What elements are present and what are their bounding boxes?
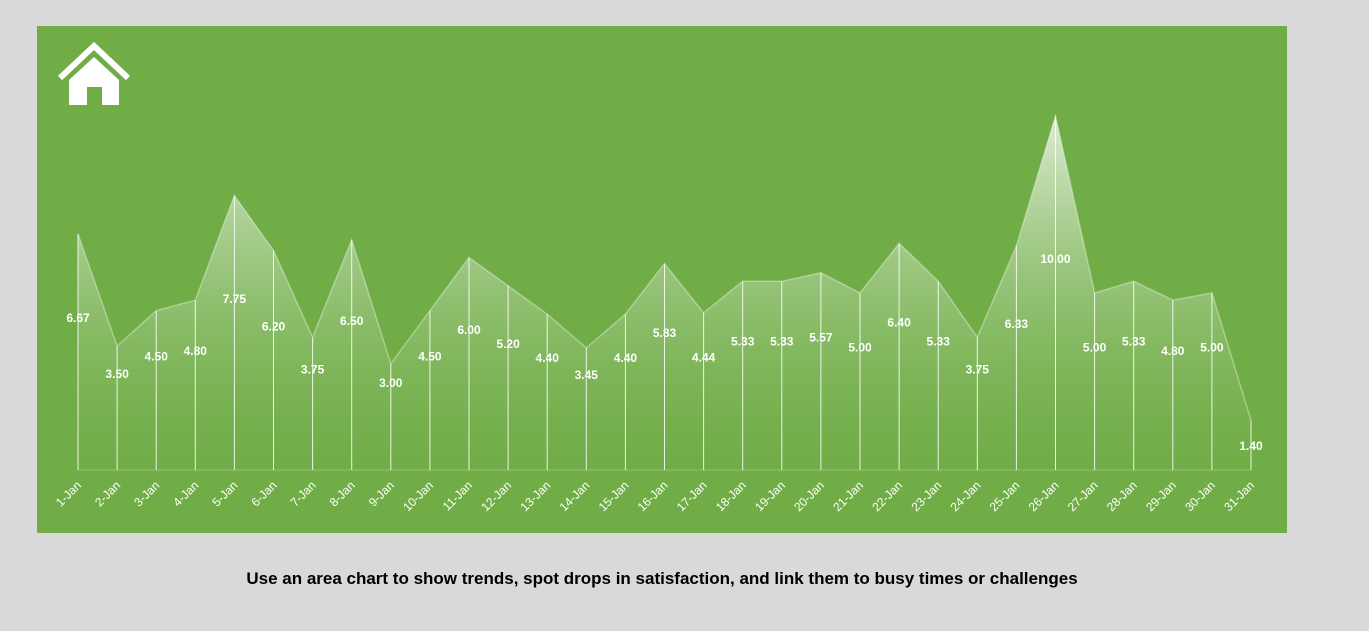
x-tick-label: 23-Jan (908, 478, 944, 514)
x-tick-label: 9-Jan (366, 478, 397, 509)
data-label: 3.75 (301, 363, 325, 377)
x-tick-label: 8-Jan (327, 478, 358, 509)
x-tick-label: 13-Jan (517, 478, 553, 514)
x-tick-label: 27-Jan (1065, 478, 1101, 514)
data-label: 4.50 (145, 349, 169, 363)
data-label: 5.33 (927, 335, 951, 349)
x-tick-label: 29-Jan (1143, 478, 1179, 514)
data-label: 5.83 (653, 326, 677, 340)
x-tick-label: 10-Jan (400, 478, 436, 514)
data-label: 5.00 (1200, 341, 1224, 355)
data-label: 6.67 (66, 311, 90, 325)
x-tick-label: 17-Jan (674, 478, 710, 514)
x-tick-label: 18-Jan (713, 478, 749, 514)
x-tick-label: 15-Jan (596, 478, 632, 514)
data-label: 6.33 (1005, 317, 1029, 331)
data-label: 3.45 (575, 368, 599, 382)
data-label: 5.57 (809, 330, 833, 344)
data-label: 5.33 (770, 335, 794, 349)
data-label: 5.00 (848, 341, 872, 355)
data-label: 6.00 (457, 323, 481, 337)
data-label: 6.50 (340, 314, 364, 328)
chart-panel: 6.67 3.50 4.50 4.80 7.75 6.20 3.75 6.50 3.00 4.50… (37, 26, 1287, 588)
data-label: 3.75 (966, 363, 990, 377)
data-label: 4.80 (184, 344, 208, 358)
home-button[interactable] (57, 41, 131, 108)
x-tick-label: 24-Jan (948, 478, 984, 514)
x-tick-label: 3-Jan (131, 478, 162, 509)
data-label: 6.20 (262, 319, 286, 333)
x-tick-label: 2-Jan (92, 478, 123, 509)
x-tick-label: 1-Jan (53, 478, 84, 509)
x-tick-label: 28-Jan (1104, 478, 1140, 514)
data-label: 3.50 (105, 367, 129, 381)
x-tick-label: 4-Jan (170, 478, 201, 509)
data-label: 4.40 (536, 351, 560, 365)
x-tick-label: 26-Jan (1026, 478, 1062, 514)
data-label: 3.00 (379, 376, 403, 390)
x-tick-label: 16-Jan (635, 478, 671, 514)
data-label: 5.00 (1083, 341, 1107, 355)
data-label: 1.40 (1239, 439, 1263, 453)
data-label: 4.80 (1161, 344, 1185, 358)
x-tick-label: 22-Jan (869, 478, 905, 514)
x-tick-label: 7-Jan (288, 478, 319, 509)
data-label: 5.33 (731, 335, 755, 349)
x-tick-label: 12-Jan (478, 478, 514, 514)
x-tick-label: 19-Jan (752, 478, 788, 514)
area-chart: 6.67 3.50 4.50 4.80 7.75 6.20 3.75 6.50 3.00 4.50… (53, 113, 1263, 514)
data-label: 4.40 (614, 351, 638, 365)
x-tick-label: 25-Jan (987, 478, 1023, 514)
x-tick-label: 11-Jan (440, 478, 475, 513)
home-icon (57, 41, 131, 105)
data-label: 4.44 (692, 350, 716, 364)
x-tick-label: 30-Jan (1182, 478, 1218, 514)
data-label: 4.50 (418, 349, 442, 363)
x-tick-label: 6-Jan (248, 478, 279, 509)
x-tick-label: 20-Jan (791, 478, 827, 514)
data-label: 7.75 (223, 292, 247, 306)
x-tick-label: 21-Jan (830, 478, 866, 514)
x-tick-label: 14-Jan (557, 478, 593, 514)
chart-caption: Use an area chart to show trends, spot d… (246, 569, 1078, 588)
x-tick-label: 5-Jan (209, 478, 240, 509)
data-label: 10.00 (1040, 252, 1070, 266)
data-label: 5.20 (496, 337, 520, 351)
data-label: 5.33 (1122, 335, 1146, 349)
x-tick-label: 31-Jan (1221, 478, 1257, 514)
data-label: 6.40 (887, 316, 911, 330)
